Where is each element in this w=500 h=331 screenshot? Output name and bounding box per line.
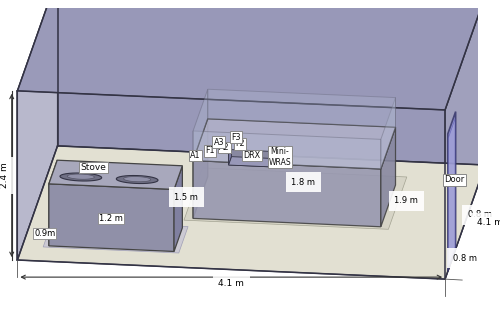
Text: Door: Door [444, 175, 464, 184]
Polygon shape [49, 160, 57, 246]
Polygon shape [448, 118, 455, 266]
Polygon shape [208, 89, 396, 127]
Polygon shape [49, 160, 182, 189]
Polygon shape [43, 220, 188, 253]
Polygon shape [124, 176, 150, 182]
Polygon shape [228, 150, 286, 167]
Text: 0.8 m: 0.8 m [453, 254, 477, 263]
Polygon shape [228, 141, 232, 165]
Text: 1.9 m: 1.9 m [394, 196, 418, 205]
Text: Mini-
WRAS: Mini- WRAS [268, 147, 291, 166]
Text: DRX: DRX [244, 151, 260, 160]
Polygon shape [381, 98, 396, 169]
Polygon shape [58, 0, 485, 165]
Polygon shape [193, 119, 208, 218]
Text: A3: A3 [214, 137, 224, 147]
Text: 0.8 m: 0.8 m [468, 210, 492, 219]
Polygon shape [381, 127, 396, 227]
Text: A2: A2 [220, 143, 230, 152]
Polygon shape [49, 184, 174, 252]
Polygon shape [445, 0, 485, 279]
Polygon shape [193, 131, 381, 169]
Text: A1: A1 [190, 151, 201, 160]
Polygon shape [18, 0, 485, 110]
Polygon shape [116, 175, 158, 183]
Text: 4.1 m: 4.1 m [477, 218, 500, 227]
Polygon shape [60, 173, 102, 181]
Text: 4.1 m: 4.1 m [218, 279, 244, 288]
Polygon shape [193, 161, 381, 227]
Polygon shape [193, 119, 396, 169]
Text: F1: F1 [206, 146, 215, 156]
Polygon shape [174, 166, 182, 252]
Polygon shape [448, 112, 456, 271]
Polygon shape [67, 174, 94, 179]
Polygon shape [18, 146, 485, 279]
Text: F3: F3 [231, 133, 240, 142]
Text: 2.4 m: 2.4 m [0, 163, 8, 188]
Polygon shape [184, 168, 407, 229]
Text: 1.2 m: 1.2 m [100, 214, 123, 223]
Text: 1.5 m: 1.5 m [174, 193, 198, 202]
Polygon shape [228, 157, 289, 167]
Text: 1.8 m: 1.8 m [291, 178, 315, 187]
Text: 0.9m: 0.9m [34, 229, 56, 238]
Polygon shape [193, 89, 208, 161]
Text: Stove: Stove [80, 163, 106, 172]
Text: F2: F2 [236, 139, 245, 148]
Polygon shape [18, 0, 58, 260]
